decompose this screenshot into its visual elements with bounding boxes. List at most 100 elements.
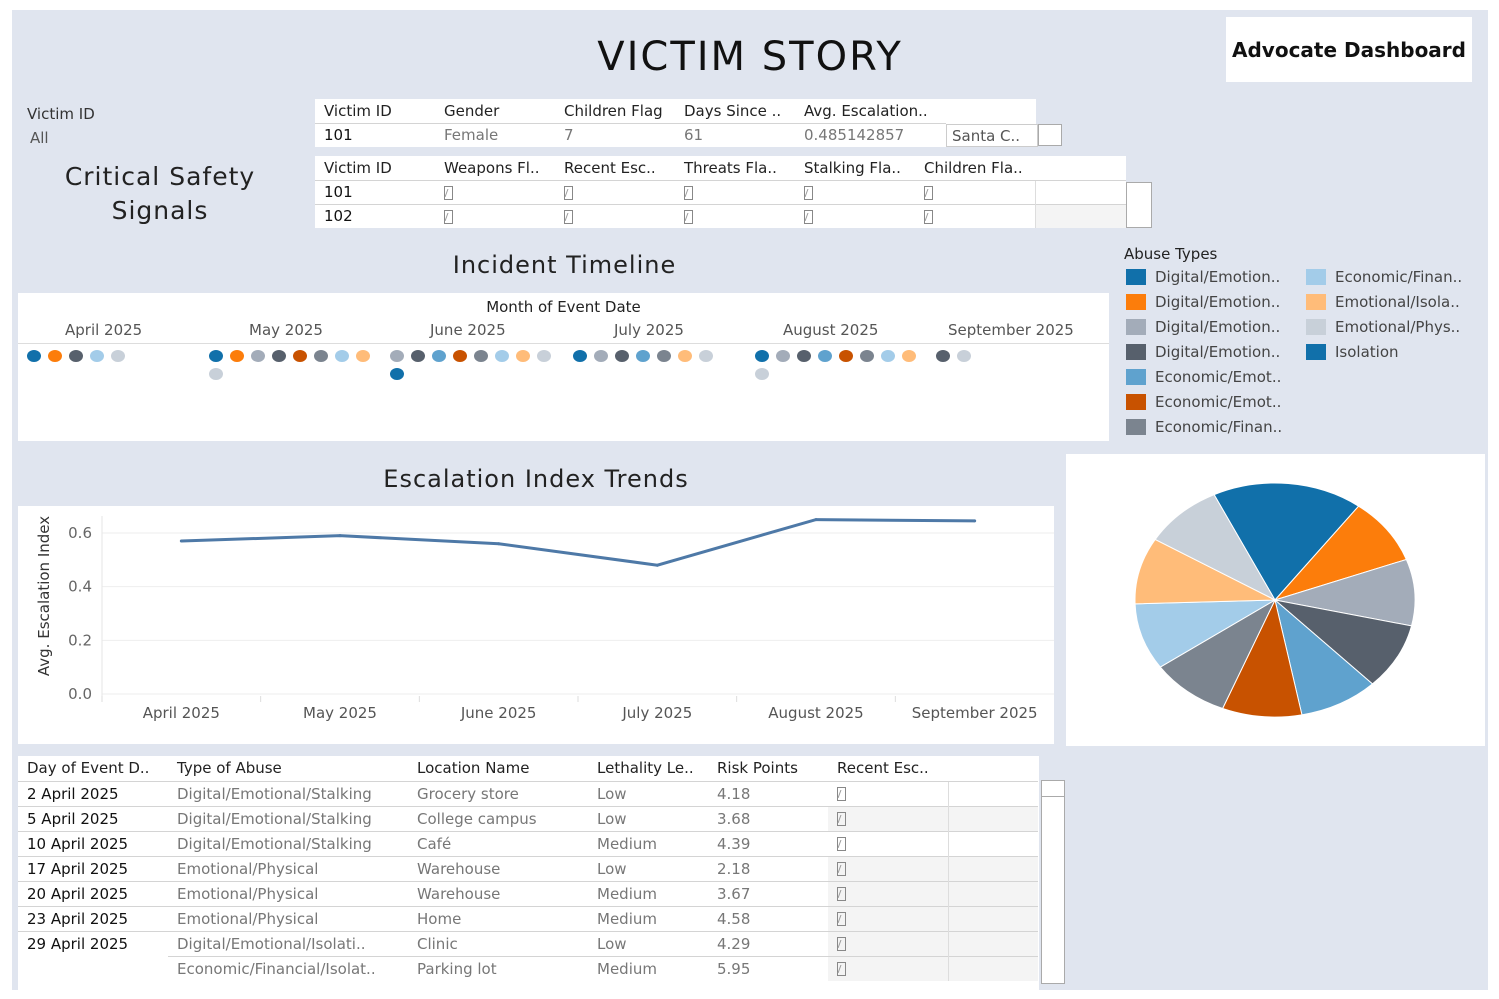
safety-col-header[interactable]: Children Fla.. [924,158,1023,177]
timeline-event-dot[interactable] [209,368,223,380]
safety-col-header[interactable]: Recent Esc.. [564,158,656,177]
timeline-event-dot[interactable] [755,350,769,362]
timeline-event-dot[interactable] [755,368,769,380]
timeline-event-dot[interactable] [699,350,713,362]
events-col-header[interactable]: Risk Points [717,759,798,778]
summary-col-header[interactable]: Gender [444,101,500,120]
safety-col-header[interactable]: Weapons Fl.. [444,158,540,177]
legend-item[interactable]: Economic/Finan.. [1306,264,1488,289]
safety-col-header[interactable]: Threats Fla.. [684,158,777,177]
timeline-event-dot[interactable] [881,350,895,362]
safety-col-header[interactable]: Victim ID [324,158,392,177]
legend-item[interactable]: Digital/Emotion.. [1126,314,1308,339]
timeline-event-dot[interactable] [272,350,286,362]
pie-slice[interactable] [1221,598,1303,718]
timeline-event-dot[interactable] [356,350,370,362]
escalation-point[interactable] [814,518,818,522]
unknown-flag-icon [804,209,813,224]
timeline-event-dot[interactable] [537,350,551,362]
timeline-event-dot[interactable] [251,350,265,362]
timeline-event-dot[interactable] [390,368,404,380]
escalation-point[interactable] [338,534,342,538]
timeline-event-dot[interactable] [957,350,971,362]
timeline-event-dot[interactable] [209,350,223,362]
pie-slice[interactable] [1213,482,1360,601]
legend-item[interactable]: Economic/Emot.. [1126,364,1308,389]
events-cell: Medium [588,880,708,906]
y-tick-label: 0.6 [68,524,92,542]
timeline-event-dot[interactable] [432,350,446,362]
safety-col-header[interactable]: Stalking Fla.. [804,158,901,177]
events-col-header[interactable]: Recent Esc.. [837,759,929,778]
events-table: Day of Event D.. Type of Abuse Location Na… [18,756,1039,990]
legend-item[interactable]: Emotional/Phys.. [1306,314,1488,339]
pie-slice[interactable] [1273,505,1408,602]
timeline-event-dot[interactable] [293,350,307,362]
pie-slice[interactable] [1134,538,1276,605]
events-col-header[interactable]: Lethality Le.. [597,759,694,778]
legend-item[interactable]: Economic/Emot.. [1126,389,1308,414]
timeline-event-dot[interactable] [636,350,650,362]
events-col-header[interactable]: Day of Event D.. [27,759,150,778]
timeline-event-dot[interactable] [453,350,467,362]
escalation-point[interactable] [655,563,659,567]
timeline-event-dot[interactable] [335,350,349,362]
advocate-dashboard-button[interactable]: Advocate Dashboard [1226,17,1472,82]
timeline-event-dot[interactable] [390,350,404,362]
timeline-event-dot[interactable] [230,350,244,362]
legend-item[interactable]: Digital/Emotion.. [1126,289,1308,314]
timeline-event-dot[interactable] [27,350,41,362]
pie-slice[interactable] [1134,599,1276,668]
escalation-point[interactable] [179,539,183,543]
legend-item[interactable]: Emotional/Isola.. [1306,289,1488,314]
legend-item[interactable]: Economic/Finan.. [1126,414,1308,439]
legend-item[interactable]: Isolation [1306,339,1488,364]
events-scroll-thumb[interactable] [1042,781,1064,797]
summary-col-header[interactable]: Days Since .. [684,101,782,120]
pie-slice[interactable] [1154,494,1277,602]
timeline-event-dot[interactable] [797,350,811,362]
timeline-event-dot[interactable] [902,350,916,362]
timeline-event-dot[interactable] [573,350,587,362]
timeline-event-dot[interactable] [495,350,509,362]
escalation-point[interactable] [973,519,977,523]
legend-label: Emotional/Phys.. [1335,317,1461,336]
timeline-event-dot[interactable] [516,350,530,362]
timeline-event-dot[interactable] [860,350,874,362]
timeline-event-dot[interactable] [839,350,853,362]
critical-safety-title: Critical Safety Signals [40,160,280,228]
timeline-event-dot[interactable] [678,350,692,362]
timeline-event-dot[interactable] [48,350,62,362]
summary-col-header[interactable]: Victim ID [324,101,392,120]
escalation-point[interactable] [497,542,501,546]
victim-id-filter-value[interactable]: All [30,129,49,147]
pie-slice[interactable] [1273,599,1413,685]
summary-col-header[interactable]: Children Flag [564,101,663,120]
timeline-event-dot[interactable] [90,350,104,362]
escalation-series-line[interactable] [181,518,975,567]
timeline-event-dot[interactable] [936,350,950,362]
pie-slice[interactable] [1159,598,1277,710]
timeline-event-dot[interactable] [474,350,488,362]
incident-timeline-title: Incident Timeline [452,251,677,279]
summary-scrollbar[interactable] [1038,124,1062,146]
events-col-header[interactable]: Type of Abuse [177,759,282,778]
events-scrollbar[interactable] [1041,780,1065,984]
timeline-event-dot[interactable] [111,350,125,362]
timeline-event-dot[interactable] [69,350,83,362]
timeline-event-dot[interactable] [411,350,425,362]
timeline-event-dot[interactable] [594,350,608,362]
timeline-event-dot[interactable] [776,350,790,362]
legend-item[interactable]: Digital/Emotion.. [1126,339,1308,364]
pie-slice[interactable] [1274,558,1416,627]
timeline-event-dot[interactable] [818,350,832,362]
timeline-event-dot[interactable] [615,350,629,362]
pie-slice[interactable] [1274,598,1374,716]
events-col-header[interactable]: Location Name [417,759,530,778]
timeline-event-dot[interactable] [314,350,328,362]
summary-col-header[interactable]: Avg. Escalation.. [804,101,928,120]
unknown-flag-icon [924,185,933,200]
timeline-event-dot[interactable] [657,350,671,362]
legend-item[interactable]: Digital/Emotion.. [1126,264,1308,289]
safety-scrollbar[interactable] [1126,182,1152,228]
